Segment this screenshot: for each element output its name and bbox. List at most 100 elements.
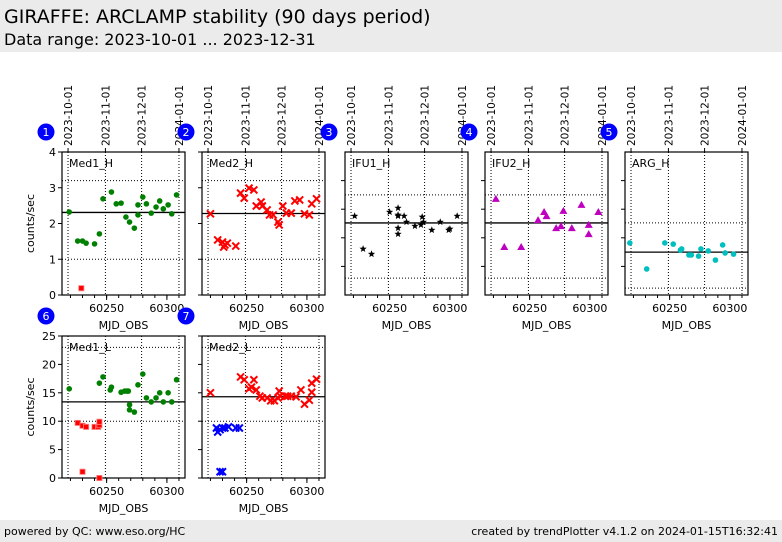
- top-date-label: 2024-01-01: [737, 85, 749, 146]
- panel-title: IFU2_H: [492, 157, 530, 170]
- data-point: [78, 285, 85, 292]
- panel-title: Med1_H: [69, 157, 113, 170]
- data-point: [143, 201, 150, 207]
- data-point: [126, 219, 133, 225]
- data-point: [556, 222, 565, 230]
- x-tick-label: 60250: [372, 302, 407, 315]
- data-point: [402, 218, 411, 226]
- data-point: [160, 399, 167, 405]
- data-point: [367, 250, 376, 258]
- data-point: [661, 240, 668, 246]
- y-tick-label: 0: [49, 472, 56, 485]
- x-tick-label: 60300: [712, 302, 747, 315]
- top-date-label: 2023-12-01: [420, 85, 432, 146]
- data-point: [100, 196, 106, 202]
- data-point: [219, 242, 228, 252]
- data-point: [252, 385, 261, 395]
- panel-number: 5: [606, 126, 613, 139]
- data-point: [131, 225, 138, 231]
- x-axis-label: MJD_OBS: [99, 319, 149, 332]
- x-axis-label: MJD_OBS: [382, 319, 432, 332]
- data-point: [126, 401, 133, 408]
- data-point: [108, 384, 115, 390]
- panel-number-badge: [177, 307, 195, 325]
- data-point: [153, 395, 159, 401]
- data-range: Data range: 2023-10-01 ... 2023-12-31: [4, 30, 316, 49]
- data-point: [722, 250, 728, 256]
- data-point: [108, 189, 115, 195]
- data-point: [491, 194, 500, 202]
- data-point: [552, 224, 561, 232]
- x-axis-label: MJD_OBS: [239, 502, 289, 515]
- data-point: [244, 183, 254, 193]
- data-point: [74, 238, 81, 244]
- data-point: [206, 388, 215, 398]
- data-point: [351, 212, 359, 220]
- data-point: [418, 213, 426, 220]
- top-date-label: 2023-12-01: [560, 85, 572, 146]
- data-point: [139, 371, 146, 377]
- panel-number-badge: [600, 123, 618, 141]
- panel-number: 1: [43, 126, 50, 139]
- data-point: [143, 395, 150, 401]
- data-point: [678, 246, 685, 252]
- data-point: [126, 407, 133, 413]
- data-point: [125, 388, 132, 394]
- top-date-label: 2023-12-01: [137, 85, 149, 146]
- data-point: [419, 218, 427, 226]
- data-point: [670, 241, 677, 247]
- data-point: [139, 194, 146, 200]
- data-point: [131, 409, 138, 415]
- plot-frame: [61, 151, 186, 296]
- data-point: [96, 418, 103, 425]
- y-tick-label: 25: [42, 330, 56, 343]
- data-point: [168, 399, 175, 405]
- y-axis-label: counts/sec: [24, 377, 37, 436]
- data-point: [627, 240, 633, 246]
- data-point: [287, 208, 296, 218]
- y-tick-label: 3: [49, 182, 56, 195]
- data-point: [411, 222, 419, 230]
- data-point: [394, 224, 402, 232]
- data-point: [698, 246, 704, 252]
- data-point: [730, 251, 737, 257]
- panel-title: ARG_H: [632, 157, 669, 170]
- data-point: [66, 209, 73, 215]
- y-tick-label: 4: [49, 146, 56, 159]
- data-point: [113, 201, 120, 207]
- data-point: [577, 200, 586, 208]
- y-tick-label: 2: [49, 218, 56, 231]
- x-tick-label: 60250: [512, 302, 547, 315]
- top-date-label: 2023-12-01: [700, 85, 712, 146]
- data-point: [206, 209, 215, 219]
- data-point: [359, 245, 367, 253]
- data-point: [239, 375, 249, 384]
- report-header: GIRAFFE: ARCLAMP stability (90 days peri…: [0, 0, 782, 52]
- data-point: [100, 374, 106, 380]
- data-point: [218, 467, 227, 476]
- data-point: [83, 240, 89, 246]
- data-point: [148, 210, 155, 216]
- data-point: [312, 194, 321, 204]
- panel-number: 4: [466, 126, 473, 139]
- data-point: [91, 241, 98, 247]
- x-tick-label: 60300: [432, 302, 467, 315]
- x-tick-label: 60300: [289, 485, 324, 498]
- top-date-label: 2023-10-01: [203, 85, 215, 146]
- y-tick-label: 5: [49, 444, 56, 457]
- data-point: [156, 198, 163, 204]
- panel-number: 3: [326, 126, 333, 139]
- top-date-label: 2023-11-01: [663, 85, 675, 146]
- x-axis-label: MJD_OBS: [522, 319, 572, 332]
- data-point: [584, 220, 593, 228]
- panel-number-badge: [320, 123, 338, 141]
- data-point: [79, 468, 86, 475]
- top-date-label: 2023-12-01: [277, 85, 289, 146]
- data-point: [305, 395, 314, 405]
- y-axis-label: counts/sec: [24, 194, 37, 253]
- data-point: [436, 218, 444, 226]
- data-point: [156, 390, 163, 396]
